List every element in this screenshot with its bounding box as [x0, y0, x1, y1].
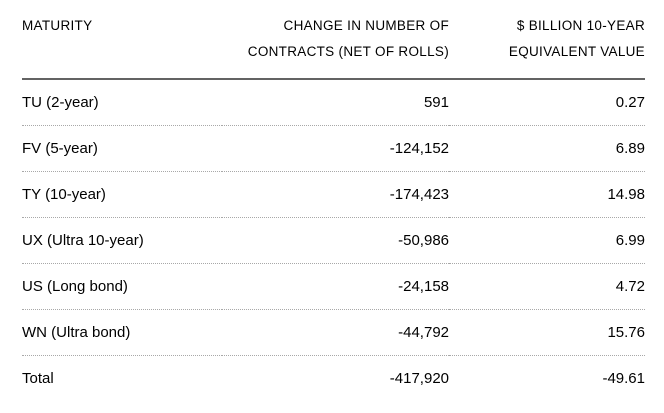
cell-contracts: -174,423 [222, 171, 449, 218]
cell-value: 6.99 [449, 217, 645, 264]
table-row: US (Long bond) -24,158 4.72 [22, 263, 645, 310]
cell-value: 6.89 [449, 125, 645, 172]
cell-contracts: -124,152 [222, 125, 449, 172]
cell-maturity: WN (Ultra bond) [22, 309, 222, 356]
cell-value: 0.27 [449, 79, 645, 126]
column-header-label-line1: $ BILLION 10-YEAR [516, 18, 645, 33]
cell-maturity: TU (2-year) [22, 79, 222, 126]
column-header-label-line2: CONTRACTS (NET OF ROLLS) [247, 44, 449, 59]
cell-contracts-total: -417,920 [389, 369, 449, 387]
column-header-label: MATURITY [22, 18, 93, 33]
table-row: TY (10-year) -174,423 14.98 [22, 171, 645, 218]
column-header-value: $ BILLION 10-YEAR EQUIVALENT VALUE [449, 10, 645, 80]
maturity-positions-table: MATURITY CHANGE IN NUMBER OF CONTRACTS (… [22, 10, 645, 408]
cell-contracts: -44,792 [222, 309, 449, 356]
cell-maturity: US (Long bond) [22, 263, 222, 310]
column-header-contracts: CHANGE IN NUMBER OF CONTRACTS (NET OF RO… [222, 10, 449, 80]
cell-value: 15.76 [449, 309, 645, 356]
cell-value-total: -49.61 [602, 369, 645, 387]
column-header-maturity: MATURITY [22, 10, 222, 80]
cell-value: 4.72 [449, 263, 645, 310]
cell-contracts: -24,158 [222, 263, 449, 310]
table-row: FV (5-year) -124,152 6.89 [22, 125, 645, 172]
table-total-row: Total -417,920 -49.61 [22, 355, 645, 408]
table-row: UX (Ultra 10-year) -50,986 6.99 [22, 217, 645, 264]
cell-maturity: UX (Ultra 10-year) [22, 217, 222, 264]
cell-value: 14.98 [449, 171, 645, 218]
cell-maturity: FV (5-year) [22, 125, 222, 172]
cell-contracts: -50,986 [222, 217, 449, 264]
table-row: TU (2-year) 591 0.27 [22, 79, 645, 126]
cell-maturity-total: Total [22, 369, 54, 387]
table-row: WN (Ultra bond) -44,792 15.76 [22, 309, 645, 356]
cell-contracts: 591 [222, 79, 449, 126]
cell-maturity: TY (10-year) [22, 171, 222, 218]
column-header-label-line1: CHANGE IN NUMBER OF [283, 18, 449, 33]
column-header-label-line2: EQUIVALENT VALUE [508, 44, 645, 59]
table-header-row: MATURITY CHANGE IN NUMBER OF CONTRACTS (… [22, 10, 645, 80]
